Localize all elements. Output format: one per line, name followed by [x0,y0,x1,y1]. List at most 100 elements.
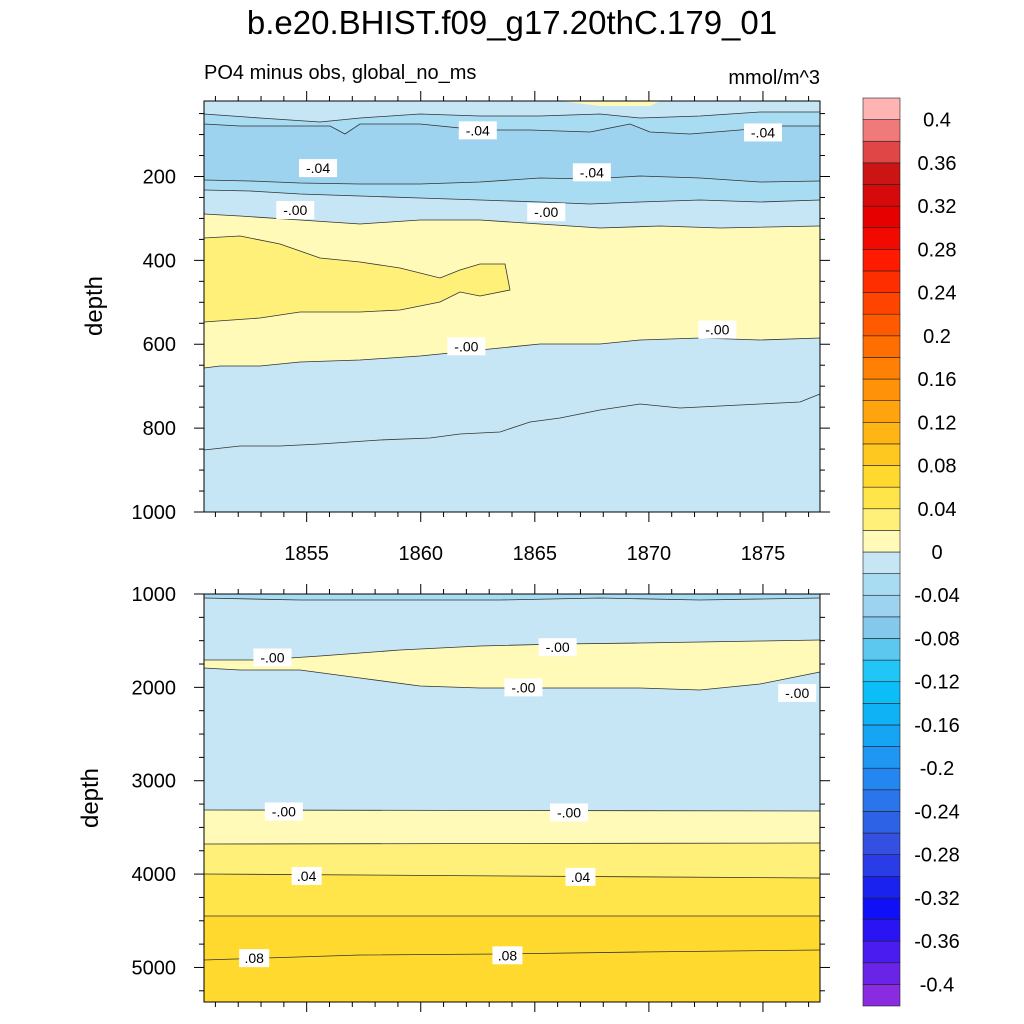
contour-label: -.04 [466,122,490,138]
colorbar-tick-label: -0.04 [914,585,960,607]
contour-label-box [527,203,566,222]
y-tick-label: 1000 [132,502,177,524]
colorbar-swatch [862,313,901,337]
colorbar-tick-label: 0.16 [918,369,957,391]
upper-region-pos-04 [204,236,510,322]
colorbar-swatch [862,724,901,747]
colorbar-swatch [862,811,901,834]
colorbar-swatch [862,205,901,229]
colorbar-swatch [862,789,901,812]
contour-label: -.00 [511,679,535,695]
colorbar-swatch [862,465,901,488]
colorbar-swatch [862,897,901,920]
y-tick-label: 400 [143,250,176,272]
contour-label-box [743,123,782,142]
colorbar-swatch [862,530,901,553]
lower-contour-line [203,809,821,812]
contour-label-box [492,946,523,965]
upper-contour-line [203,393,821,451]
colorbar-tick-label: 0.24 [918,283,957,305]
colorbar-swatch [862,335,901,358]
upper-contour-line [203,111,820,123]
plot-subtitle: PO4 minus obs, global_no_ms [204,62,477,84]
contour-label: -.00 [534,204,558,220]
colorbar-swatch [862,292,901,315]
upper-contour-line [203,235,511,323]
contour-label-box [550,803,589,822]
colorbar-tick-label: 0.12 [918,412,957,434]
contour-label-box [291,866,322,885]
upper-y-axis-label: depth [81,276,108,336]
y-tick-label: 600 [143,334,176,356]
colorbar-swatch [862,184,901,207]
contour-label: -.00 [546,639,570,655]
colorbar-swatch [862,746,901,769]
contour-label-box [253,648,292,667]
x-tick-label: 1865 [513,543,558,565]
x-tick-label: 1860 [398,543,443,565]
colorbar-tick-label: -0.32 [914,888,960,910]
contour-label: -.04 [306,160,330,176]
colorbar-tick-label: -0.36 [914,931,960,953]
contour-label: -.00 [454,338,478,354]
contour-label-box [458,121,497,140]
colorbar-swatch [862,703,901,726]
colorbar-swatch [862,357,901,380]
contour-label: -.00 [557,804,581,820]
upper-contour-line [203,175,821,185]
x-tick-label: 1875 [741,543,786,565]
colorbar-swatch [862,984,901,1007]
upper-x-ticks: 1855 1860 1865 1870 1875 [214,91,810,565]
upper-region-neg-08 [204,124,820,184]
upper-contour-labels: -.04 -.04 -.04 -.04 -.00 -.00 -.00 -.00 [276,121,782,356]
units-label: mmol/m^3 [728,67,820,89]
colorbar-tick-label: 0.28 [918,239,957,261]
colorbar-swatch [862,378,901,401]
contour-label: -.04 [751,124,775,140]
colorbar-swatch [862,659,901,683]
lower-contour-line [203,842,821,845]
contour-label: .04 [571,869,591,885]
contour-label: -.00 [785,685,809,701]
contour-label: .08 [498,947,518,963]
colorbar-swatch [862,119,901,142]
lower-contour-line [203,597,821,601]
lower-contour-labels: -.00 -.00 -.00 -.00 -.00 -.00 .04 .04 .08 .08 [239,638,817,968]
colorbar-swatch [862,162,901,185]
upper-y-ticks: 200 400 600 800 1000 [132,113,830,524]
contour-label-box [276,201,315,220]
contour-label-box [504,678,543,697]
contour-label: -.00 [272,804,296,820]
colorbar-tick-label: -0.12 [914,672,960,694]
colorbar-swatch [862,875,901,899]
colorbar-swatch [862,573,901,596]
colorbar-tick-label: 0.08 [918,456,957,478]
contour-label: -.00 [705,322,729,338]
colorbar-tick-label: -0.2 [920,758,954,780]
colorbar-tick-label: 0.04 [918,499,957,521]
y-tick-label: 800 [143,418,176,440]
colorbar-tick-label: 0.4 [923,110,951,132]
contour-label-box [565,867,596,886]
colorbar-tick-label: -0.4 [920,974,954,996]
contour-label-box [239,949,270,968]
colorbar-swatch [862,486,901,510]
colorbar-tick-label: -0.24 [914,801,960,823]
y-tick-label: 200 [143,166,176,188]
contour-label: .04 [297,868,317,884]
lower-contour-line [203,667,821,691]
y-tick-label: 4000 [132,864,177,886]
colorbar-swatch [862,140,901,164]
contour-label-box [698,320,737,339]
colorbar-swatch [862,443,901,466]
contour-label-box [572,163,611,182]
colorbar-tick-label: -0.08 [914,628,960,650]
lower-region-neg-04 [204,594,820,600]
contour-label: -.04 [580,164,604,180]
upper-contour-line [203,189,821,205]
upper-region-top-yellow [560,101,660,106]
contour-label-box [299,159,338,178]
colorbar-swatch [862,940,901,964]
colorbar-swatch [862,551,901,574]
